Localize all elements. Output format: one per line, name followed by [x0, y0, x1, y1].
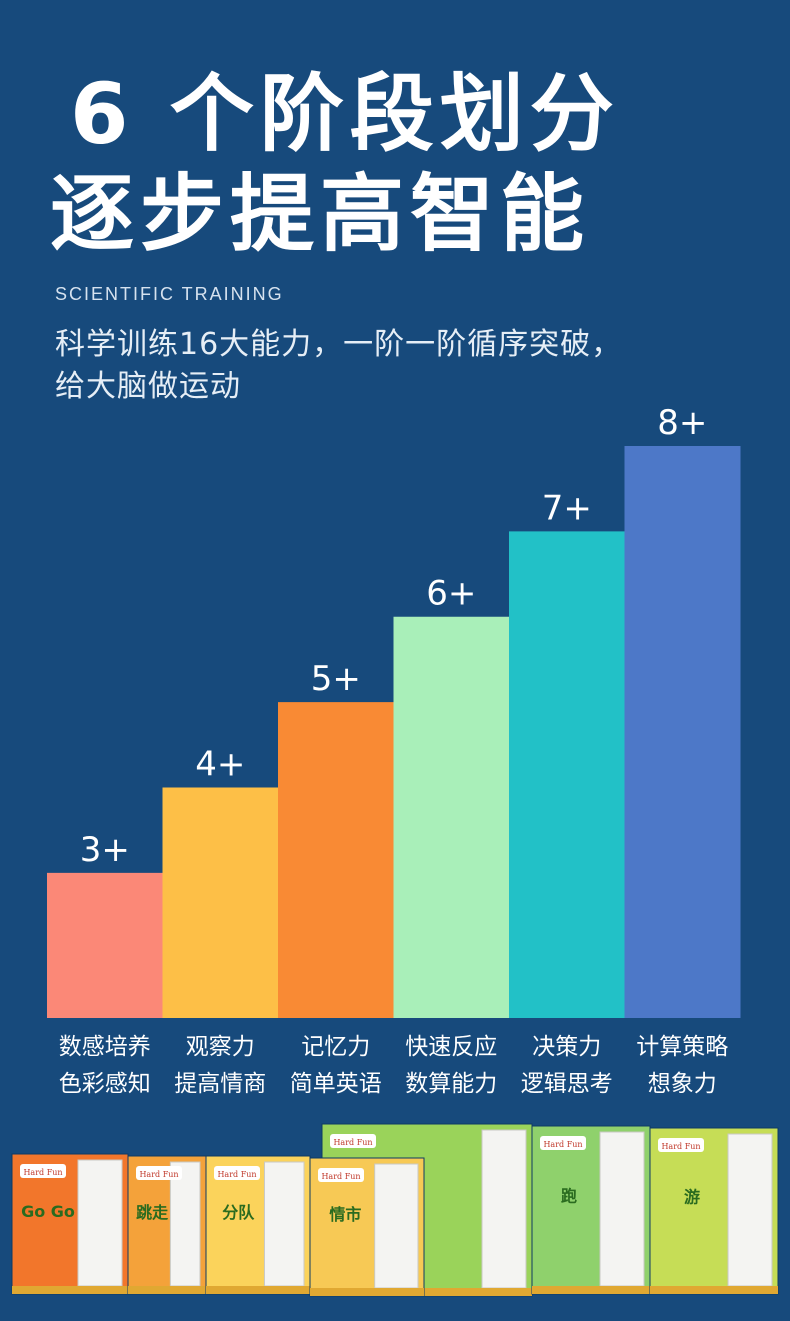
box-title-text: Go Go	[21, 1202, 75, 1221]
bar-value-label: 3+	[80, 830, 130, 870]
ability-label: 计算策略	[636, 1034, 728, 1060]
ability-label: 提高情商	[174, 1071, 266, 1097]
title-line-2: 逐步提高智能	[50, 165, 591, 263]
bar-3+	[47, 872, 163, 1018]
brand-text: Hard Fun	[333, 1138, 372, 1147]
box-base	[650, 1286, 778, 1294]
box-title-text: 跳走	[136, 1203, 168, 1222]
ability-label: 数感培养	[59, 1034, 151, 1060]
bar-value-label: 6+	[426, 574, 476, 614]
ability-label: 快速反应	[405, 1034, 497, 1060]
card-stack-pages	[727, 1133, 773, 1287]
brand-tag	[214, 1166, 260, 1180]
box-base	[128, 1286, 206, 1294]
ability-label: 想象力	[648, 1071, 717, 1097]
box-title-text: 情市	[329, 1205, 361, 1224]
box-base	[12, 1286, 128, 1294]
ability-label: 简单英语	[290, 1071, 382, 1097]
box-base	[310, 1288, 424, 1296]
bar-6+	[393, 616, 510, 1018]
product-box: Hard Fun 分队	[205, 1155, 311, 1295]
box-title-text: 游	[684, 1188, 700, 1207]
card-stack-pages	[263, 1161, 305, 1287]
ability-label: 决策力	[532, 1034, 601, 1060]
bar-value-label: 7+	[542, 488, 592, 528]
brand-tag	[658, 1138, 704, 1152]
product-box: Hard Fun 跳走	[127, 1155, 207, 1295]
card-stack-pages	[374, 1163, 419, 1289]
product-box: Hard Fun 情市	[309, 1157, 425, 1297]
box-base	[206, 1286, 310, 1294]
bar-7+	[509, 531, 625, 1018]
brand-text: Hard Fun	[217, 1170, 256, 1179]
bar-value-label: 5+	[311, 659, 361, 699]
ability-label: 逻辑思考	[521, 1071, 613, 1097]
bar-4+	[162, 787, 279, 1018]
brand-text: Hard Fun	[321, 1172, 360, 1181]
product-box: Hard Fun Go Go	[11, 1153, 129, 1295]
brand-text: Hard Fun	[543, 1140, 582, 1149]
brand-tag	[20, 1164, 66, 1178]
ability-label: 数算能力	[405, 1071, 497, 1097]
description: 科学训练16大能力，一阶一阶循序突破， 给大脑做运动	[55, 324, 755, 408]
card-stack-pages	[599, 1131, 645, 1287]
brand-text: Hard Fun	[661, 1142, 700, 1151]
ability-label: 色彩感知	[59, 1071, 151, 1097]
brand-tag	[136, 1166, 182, 1180]
product-box: Hard Fun 跑	[531, 1125, 651, 1295]
brand-tag	[318, 1168, 364, 1182]
box-base	[322, 1288, 532, 1296]
box-title-text: 跑	[561, 1187, 577, 1206]
brand-text: Hard Fun	[23, 1168, 62, 1177]
bar-8+	[624, 446, 741, 1018]
box-title-text: 分队	[222, 1203, 255, 1222]
ability-label: 观察力	[186, 1034, 255, 1060]
ability-label: 记忆力	[301, 1034, 370, 1060]
bar-value-label: 4+	[195, 744, 245, 784]
product-box: Hard Fun 游	[649, 1127, 779, 1295]
bar-5+	[278, 702, 394, 1018]
brand-text: Hard Fun	[139, 1170, 178, 1179]
card-stack-pages	[77, 1159, 123, 1287]
title-line-1: 6 个阶段划分	[70, 65, 620, 163]
brand-tag	[540, 1136, 586, 1150]
bar-value-label: 8+	[657, 403, 707, 443]
subtitle-english: SCIENTIFIC TRAINING	[55, 284, 284, 304]
box-base	[532, 1286, 650, 1294]
card-stack-pages	[481, 1129, 527, 1289]
description-line-2: 给大脑做运动	[55, 369, 241, 404]
brand-tag	[330, 1134, 376, 1148]
card-stack-pages	[169, 1161, 201, 1287]
description-line-1: 科学训练16大能力，一阶一阶循序突破，	[55, 327, 623, 362]
